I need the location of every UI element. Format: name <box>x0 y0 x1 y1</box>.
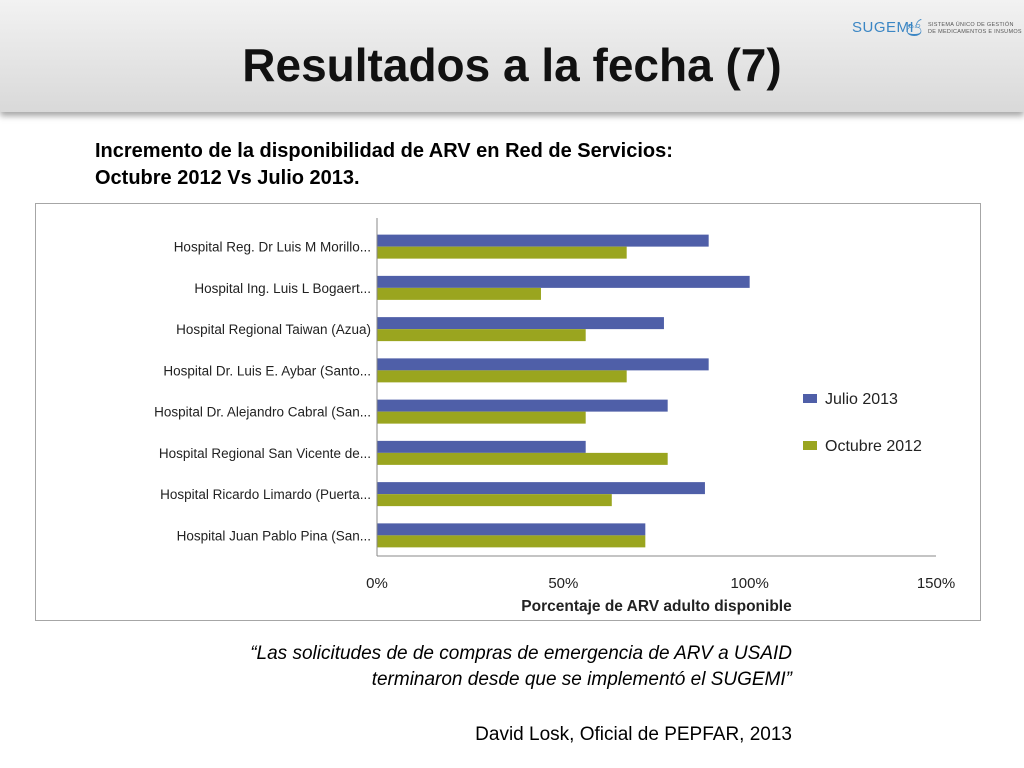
bar <box>377 535 646 548</box>
legend-label: Julio 2013 <box>825 391 898 408</box>
bar <box>377 399 668 412</box>
x-tick-label: 150% <box>917 575 955 592</box>
logo-mark-icon: ජ <box>906 15 923 42</box>
category-label: Hospital Dr. Luis E. Aybar (Santo... <box>163 363 371 378</box>
legend-label: Octubre 2012 <box>825 438 922 455</box>
bar <box>377 317 664 330</box>
bar <box>377 358 709 371</box>
quote-line-1: “Las solicitudes de de compras de emerge… <box>250 643 792 664</box>
category-label: Hospital Dr. Alejandro Cabral (San... <box>154 405 371 420</box>
chart-description: Incremento de la disponibilidad de ARV e… <box>95 138 895 192</box>
sugemi-logo: SUGEMI ජ SISTEMA ÚNICO DE GESTIÓN DE MED… <box>848 15 1022 46</box>
bar <box>377 411 586 424</box>
subtitle-line-1: Incremento de la disponibilidad de ARV e… <box>95 140 673 162</box>
category-label: Hospital Ricardo Limardo (Puerta... <box>160 487 371 502</box>
bar <box>377 370 627 383</box>
subtitle-line-2: Octubre 2012 Vs Julio 2013. <box>95 167 360 189</box>
bar <box>377 494 612 507</box>
bar <box>377 275 750 288</box>
bar <box>377 452 668 465</box>
x-tick-label: 100% <box>730 575 768 592</box>
logo-name: SUGEMI <box>852 19 915 36</box>
bar <box>377 440 586 453</box>
category-label: Hospital Ing. Luis L Bogaert... <box>194 281 371 296</box>
quote-line-2: terminaron desde que se implementó el SU… <box>371 669 792 690</box>
title-bar: Resultados a la fecha (7) SUGEMI ජ SISTE… <box>0 0 1024 112</box>
category-label: Hospital Regional Taiwan (Azua) <box>176 322 371 337</box>
bar <box>377 234 709 247</box>
legend-swatch <box>803 441 817 450</box>
category-label: Hospital Reg. Dr Luis M Morillo... <box>174 240 371 255</box>
bar <box>377 523 646 536</box>
chart-frame: Hospital Reg. Dr Luis M Morillo... Hospit… <box>35 203 981 621</box>
logo-subtitle-2: DE MEDICAMENTOS E INSUMOS <box>928 29 1022 35</box>
x-tick-label: 0% <box>366 575 388 592</box>
bar <box>377 246 627 259</box>
quote-attribution: David Losk, Oficial de PEPFAR, 2013 <box>475 724 792 745</box>
bar-chart: Hospital Reg. Dr Luis M Morillo... Hospit… <box>154 218 955 615</box>
quote: “Las solicitudes de de compras de emerge… <box>100 641 792 693</box>
bar <box>377 329 586 342</box>
x-axis-title: Porcentaje de ARV adulto disponible <box>521 598 792 615</box>
slide-title: Resultados a la fecha (7) <box>242 39 782 91</box>
legend-swatch <box>803 394 817 403</box>
bar <box>377 287 541 300</box>
logo-subtitle-1: SISTEMA ÚNICO DE GESTIÓN <box>928 22 1014 28</box>
bar <box>377 482 705 495</box>
category-label: Hospital Regional San Vicente de... <box>159 446 371 461</box>
x-tick-label: 50% <box>548 575 578 592</box>
category-label: Hospital Juan Pablo Pina (San... <box>177 528 371 543</box>
